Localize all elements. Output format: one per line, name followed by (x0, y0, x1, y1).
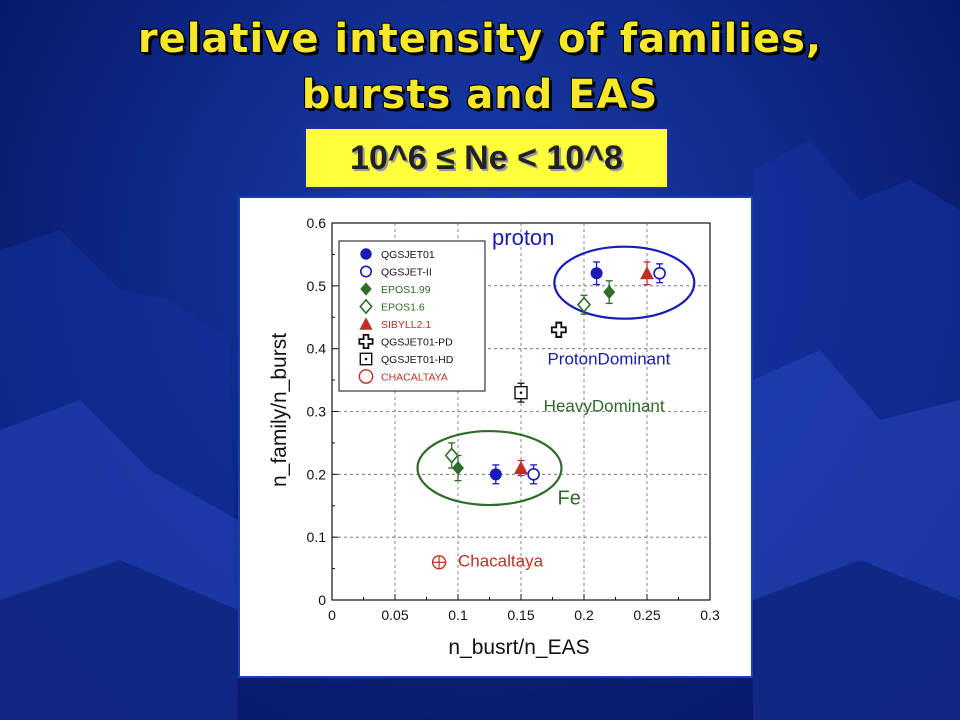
legend-box (338, 240, 486, 392)
data-point (489, 468, 502, 481)
data-point (550, 321, 567, 338)
y-tick-label: 0.3 (307, 404, 327, 420)
y-tick-label: 0.1 (307, 529, 327, 545)
data-point (514, 461, 528, 475)
legend-label: EPOS1.99 (381, 284, 431, 296)
data-point (590, 267, 603, 280)
legend-marker (359, 265, 373, 278)
range-label: 10^6 ≤ Ne < 10^8 (350, 138, 623, 177)
x-tick-label: 0.05 (381, 607, 408, 623)
data-point (527, 468, 540, 481)
legend-label: QGSJET01 (381, 249, 435, 261)
scatter-chart: 0 0.05 0.1 0.15 0.2 0.25 0.3 0 0.1 0.2 0.3 0.4 0.5 0.… (268, 215, 720, 659)
legend-marker (359, 317, 373, 330)
annotation-label: ProtonDominant (547, 349, 670, 368)
proton-ellipse (553, 245, 696, 320)
legend-label: QGSJET01-PD (381, 337, 453, 349)
data-point (576, 296, 592, 313)
annotation-label: HeavyDominant (544, 397, 665, 416)
x-tick-label: 0.2 (574, 607, 594, 623)
legend-marker (358, 333, 374, 350)
data-point (514, 385, 528, 400)
y-tick-label: 0.4 (307, 341, 327, 357)
legend-label: QGSJET01-HD (381, 354, 454, 366)
annotation-label: Fe (558, 487, 581, 509)
y-tick-label: 0.2 (307, 466, 327, 482)
legend-marker (360, 248, 372, 260)
legend-label: CHACALTAYA (381, 372, 448, 384)
legend-marker (360, 282, 372, 296)
data-point (452, 461, 464, 476)
x-tick-label: 0 (328, 607, 336, 623)
data-point (444, 447, 459, 464)
chart-panel: 0 0.05 0.1 0.15 0.2 0.25 0.3 0 0.1 0.2 0.3 0.4 0.5 0.… (238, 196, 753, 678)
legend-marker (358, 369, 374, 384)
legend-label: EPOS1.6 (381, 302, 425, 314)
legend-marker (359, 298, 373, 315)
y-tick-label: 0.6 (307, 215, 327, 231)
data-point (640, 266, 654, 280)
slide-title-line1: relative intensity of families, (137, 16, 823, 62)
x-tick-label: 0.15 (507, 607, 534, 623)
y-tick-label: 0.5 (307, 278, 327, 294)
x-tick-label: 0.3 (700, 607, 720, 623)
y-axis-label: n_family/n_burst (268, 333, 291, 487)
data-point (653, 266, 666, 280)
x-tick-label: 0.25 (633, 607, 660, 623)
annotation-label: proton (492, 225, 554, 250)
legend-label: SIBYLL2.1 (381, 319, 431, 331)
annotation-label: Chacaltaya (458, 552, 544, 571)
y-tick-label: 0 (318, 592, 326, 608)
legend-label: QGSJET-II (381, 267, 432, 279)
chacaltaya-marker (431, 555, 447, 570)
slide-title-line2: bursts and EAS (301, 72, 659, 118)
fe-ellipse (416, 429, 563, 507)
data-point (603, 285, 616, 300)
x-tick-label: 0.1 (448, 607, 468, 623)
legend-marker (359, 352, 373, 366)
range-label-box: 10^6 ≤ Ne < 10^8 (303, 126, 670, 190)
x-axis-label: n_busrt/n_EAS (448, 636, 589, 659)
